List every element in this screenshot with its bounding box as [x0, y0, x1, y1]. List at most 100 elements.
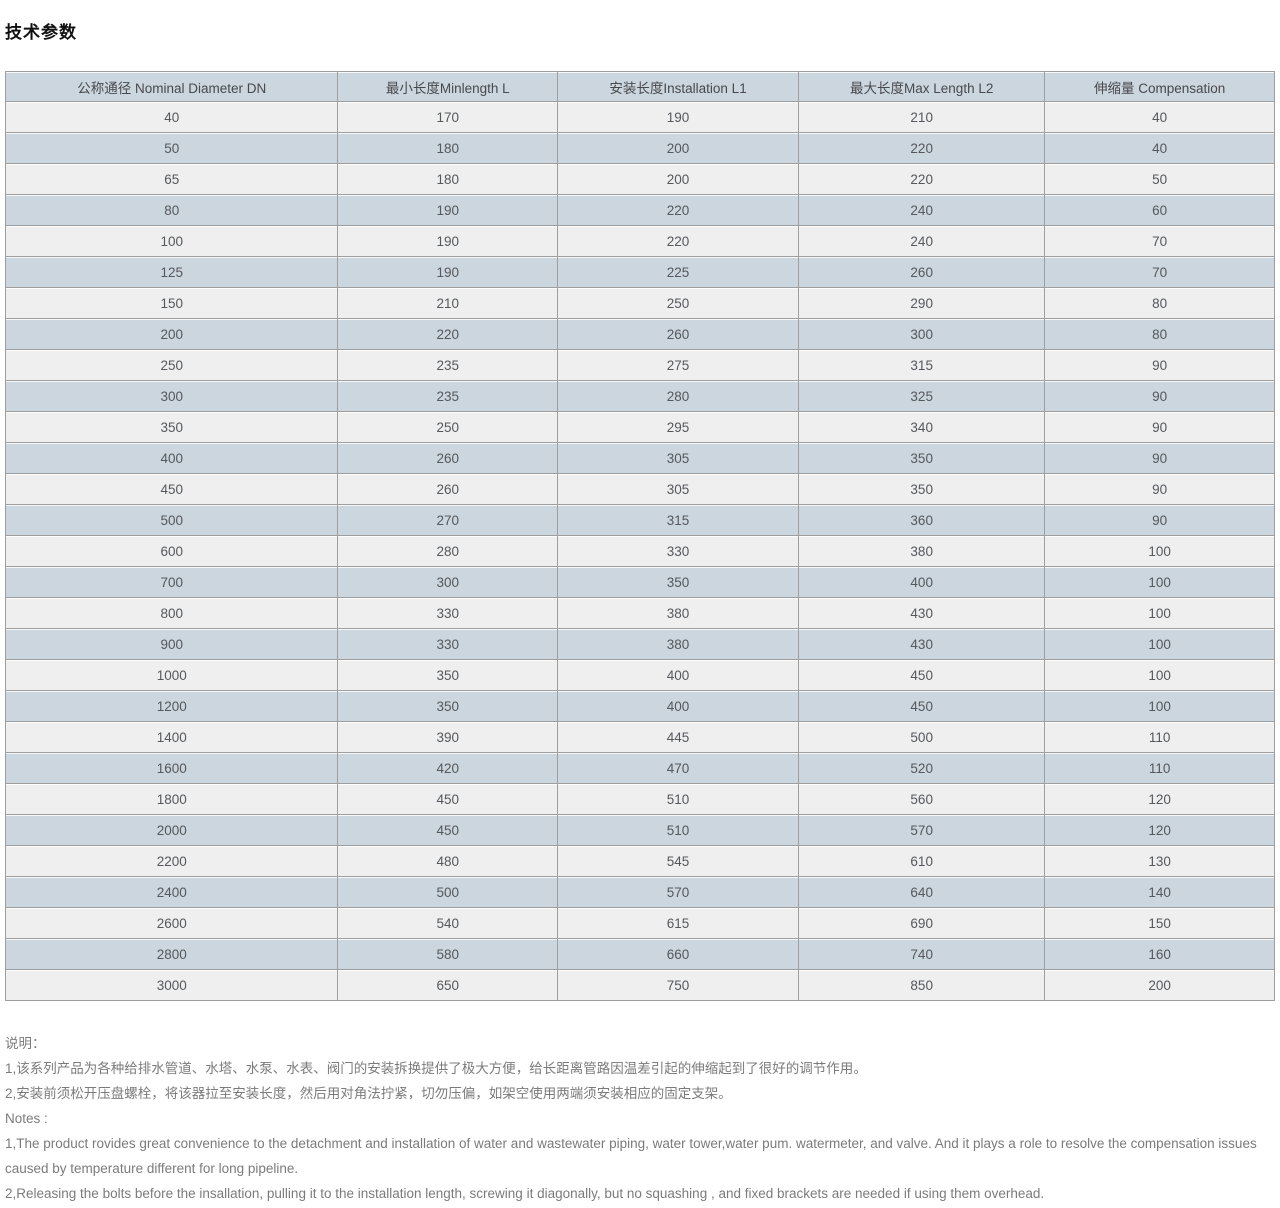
table-row: 200 220 260 300 80: [6, 319, 1275, 350]
table-cell: 2200: [6, 846, 339, 877]
table-cell: 350: [338, 691, 558, 722]
table-cell: 50: [6, 133, 339, 164]
table-cell: 50: [1045, 164, 1275, 195]
table-cell: 450: [6, 474, 339, 505]
table-cell: 300: [799, 319, 1046, 350]
table-cell: 190: [558, 102, 800, 133]
table-cell: 640: [799, 877, 1046, 908]
table-cell: 40: [1045, 102, 1275, 133]
table-cell: 90: [1045, 474, 1275, 505]
table-cell: 580: [338, 939, 558, 970]
table-row: 2200 480 545 610 130: [6, 846, 1275, 877]
table-cell: 40: [1045, 133, 1275, 164]
table-cell: 350: [799, 474, 1046, 505]
table-cell: 350: [799, 443, 1046, 474]
column-header-compensation: 伸缩量 Compensation: [1045, 72, 1275, 102]
column-header-min-length: 最小长度Minlength L: [338, 72, 558, 102]
table-cell: 450: [338, 815, 558, 846]
table-cell: 380: [799, 536, 1046, 567]
table-cell: 100: [1045, 629, 1275, 660]
table-cell: 125: [6, 257, 339, 288]
technical-parameters-table: 公称通径 Nominal Diameter DN 最小长度Minlength L…: [5, 71, 1275, 1001]
table-row: 450 260 305 350 90: [6, 474, 1275, 505]
page-container: 技术参数 公称通径 Nominal Diameter DN 最小长度Minlen…: [5, 0, 1275, 1206]
table-row: 350 250 295 340 90: [6, 412, 1275, 443]
table-cell: 280: [558, 381, 800, 412]
table-cell: 250: [558, 288, 800, 319]
table-cell: 90: [1045, 505, 1275, 536]
table-cell: 170: [338, 102, 558, 133]
table-cell: 500: [338, 877, 558, 908]
table-cell: 330: [338, 598, 558, 629]
table-cell: 120: [1045, 815, 1275, 846]
table-cell: 80: [1045, 319, 1275, 350]
table-cell: 1800: [6, 784, 339, 815]
table-row: 2000 450 510 570 120: [6, 815, 1275, 846]
table-cell: 700: [6, 567, 339, 598]
table-cell: 190: [338, 195, 558, 226]
table-cell: 290: [799, 288, 1046, 319]
notes-section: 说明： 1,该系列产品为各种给排水管道、水塔、水泵、水表、阀门的安装拆换提供了极…: [5, 1031, 1275, 1206]
table-row: 900 330 380 430 100: [6, 629, 1275, 660]
table-cell: 220: [558, 195, 800, 226]
table-cell: 305: [558, 443, 800, 474]
table-cell: 2400: [6, 877, 339, 908]
table-cell: 160: [1045, 939, 1275, 970]
table-cell: 140: [1045, 877, 1275, 908]
table-row: 1800 450 510 560 120: [6, 784, 1275, 815]
table-cell: 545: [558, 846, 800, 877]
notes-cn-label: 说明：: [5, 1036, 46, 1051]
notes-en-item-2: 2,Releasing the bolts before the insalla…: [5, 1186, 1045, 1201]
table-cell: 260: [338, 443, 558, 474]
table-cell: 850: [799, 970, 1046, 1001]
table-cell: 220: [338, 319, 558, 350]
table-cell: 430: [799, 598, 1046, 629]
table-row: 2800 580 660 740 160: [6, 939, 1275, 970]
table-cell: 350: [338, 660, 558, 691]
table-cell: 200: [558, 164, 800, 195]
table-row: 40 170 190 210 40: [6, 102, 1275, 133]
notes-cn-item-1: 1,该系列产品为各种给排水管道、水塔、水泵、水表、阀门的安装拆换提供了极大方便，…: [5, 1061, 867, 1076]
table-cell: 350: [558, 567, 800, 598]
table-cell: 900: [6, 629, 339, 660]
table-row: 300 235 280 325 90: [6, 381, 1275, 412]
table-cell: 330: [558, 536, 800, 567]
table-cell: 500: [6, 505, 339, 536]
table-row: 80 190 220 240 60: [6, 195, 1275, 226]
table-cell: 510: [558, 784, 800, 815]
table-row: 125 190 225 260 70: [6, 257, 1275, 288]
table-cell: 280: [338, 536, 558, 567]
table-cell: 500: [799, 722, 1046, 753]
table-cell: 380: [558, 629, 800, 660]
table-cell: 615: [558, 908, 800, 939]
table-cell: 260: [558, 319, 800, 350]
table-cell: 450: [799, 691, 1046, 722]
table-cell: 340: [799, 412, 1046, 443]
table-row: 65 180 200 220 50: [6, 164, 1275, 195]
table-cell: 150: [6, 288, 339, 319]
table-cell: 610: [799, 846, 1046, 877]
table-cell: 100: [1045, 536, 1275, 567]
table-row: 800 330 380 430 100: [6, 598, 1275, 629]
table-cell: 750: [558, 970, 800, 1001]
table-cell: 235: [338, 350, 558, 381]
table-row: 2600 540 615 690 150: [6, 908, 1275, 939]
notes-cn-item-2: 2,安装前须松开压盘螺栓，将该器拉至安装长度，然后用对角法拧紧，切勿压偏，如架空…: [5, 1086, 732, 1101]
table-cell: 2800: [6, 939, 339, 970]
table-cell: 275: [558, 350, 800, 381]
table-row: 1200 350 400 450 100: [6, 691, 1275, 722]
table-cell: 120: [1045, 784, 1275, 815]
table-cell: 220: [558, 226, 800, 257]
table-cell: 260: [338, 474, 558, 505]
table-cell: 240: [799, 195, 1046, 226]
table-row: 3000 650 750 850 200: [6, 970, 1275, 1001]
table-cell: 210: [799, 102, 1046, 133]
table-cell: 800: [6, 598, 339, 629]
table-cell: 200: [6, 319, 339, 350]
table-cell: 300: [6, 381, 339, 412]
table-row: 700 300 350 400 100: [6, 567, 1275, 598]
table-cell: 80: [6, 195, 339, 226]
table-cell: 650: [338, 970, 558, 1001]
table-cell: 480: [338, 846, 558, 877]
table-cell: 450: [799, 660, 1046, 691]
